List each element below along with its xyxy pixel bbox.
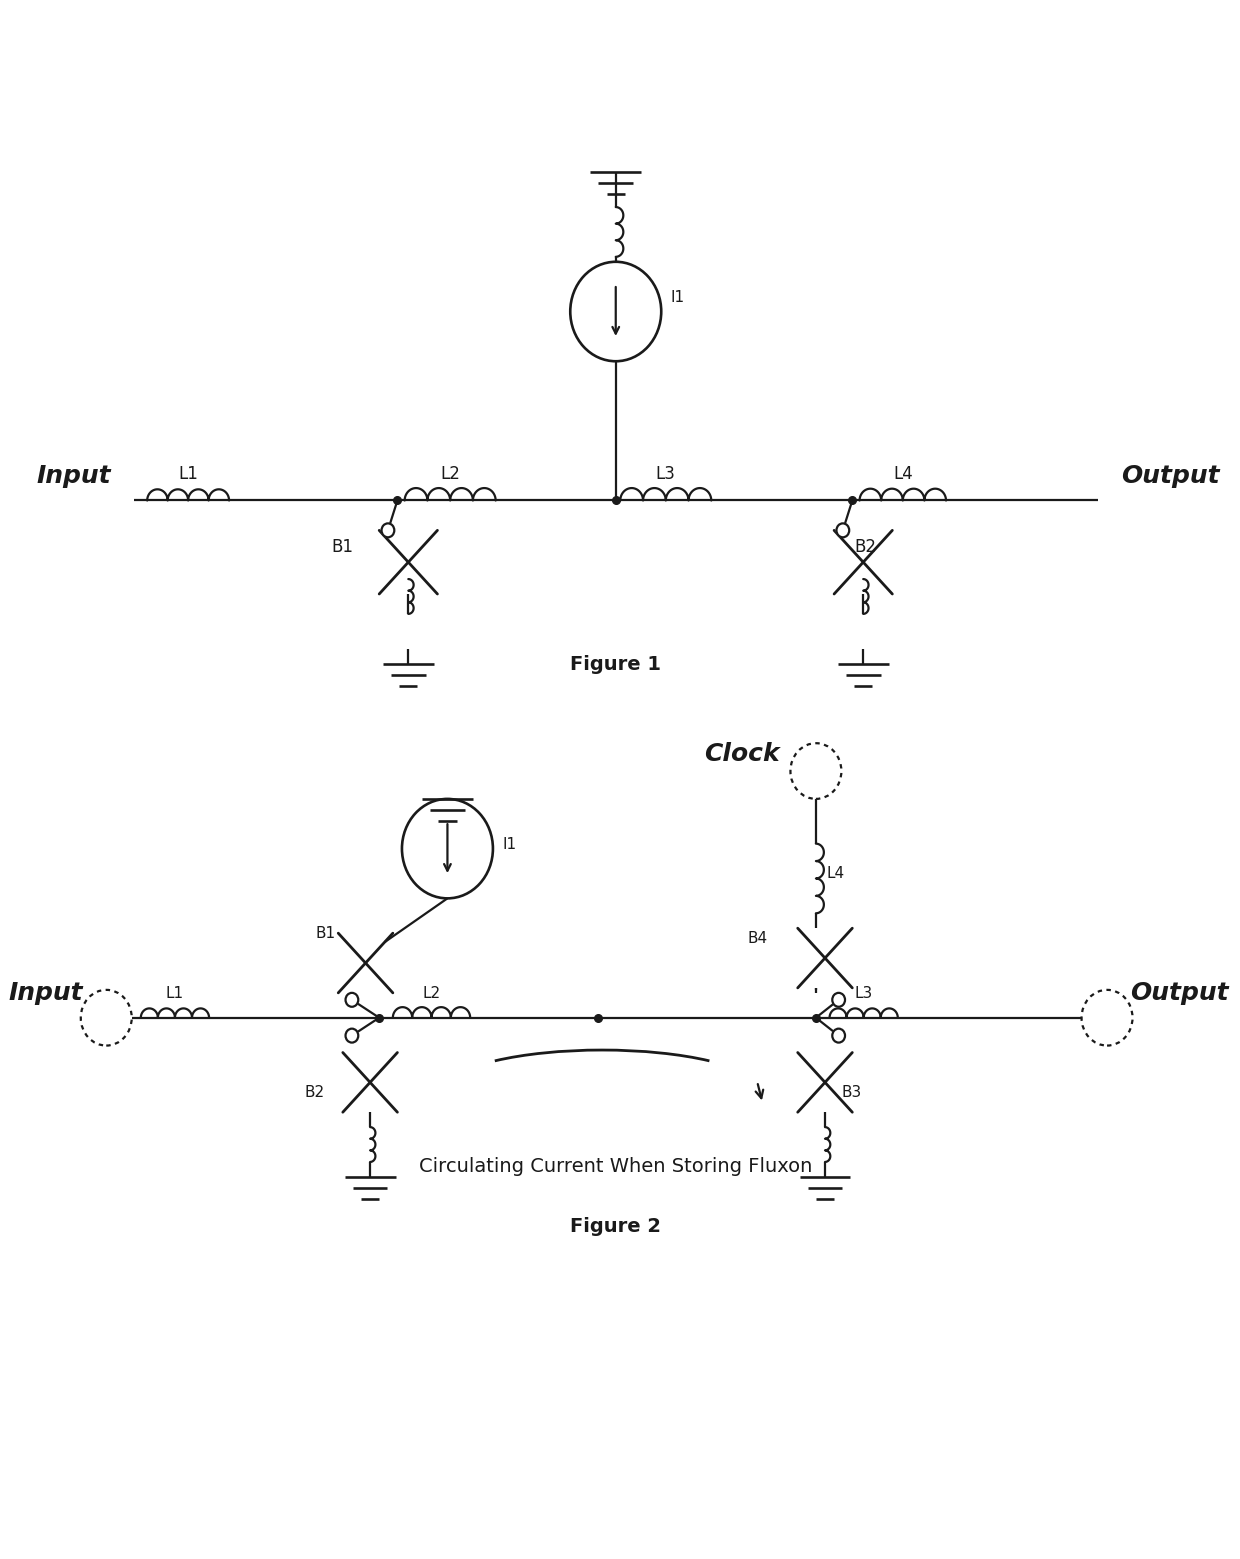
Circle shape (346, 993, 358, 1007)
Text: Figure 2: Figure 2 (570, 1216, 661, 1236)
Circle shape (382, 524, 394, 538)
Text: L1: L1 (166, 985, 184, 1001)
Circle shape (346, 1029, 358, 1043)
Text: Input: Input (9, 981, 83, 1006)
Text: Figure 1: Figure 1 (570, 655, 661, 673)
Text: L2: L2 (440, 465, 460, 483)
Text: Output: Output (1130, 981, 1229, 1006)
Text: B3: B3 (842, 1085, 862, 1101)
Text: I1: I1 (671, 290, 684, 304)
Text: B1: B1 (315, 926, 336, 942)
Text: I1: I1 (502, 837, 516, 851)
Text: L4: L4 (893, 465, 913, 483)
Text: B2: B2 (305, 1085, 325, 1101)
Text: B2: B2 (854, 538, 877, 557)
Text: L4: L4 (827, 867, 844, 881)
Text: B4: B4 (748, 931, 768, 946)
Circle shape (832, 993, 844, 1007)
Text: L1: L1 (179, 465, 198, 483)
Text: Input: Input (36, 463, 110, 488)
Text: Clock: Clock (704, 742, 780, 765)
Text: B1: B1 (331, 538, 353, 557)
Text: L3: L3 (854, 985, 873, 1001)
Text: L2: L2 (423, 985, 440, 1001)
Text: Circulating Current When Storing Fluxon: Circulating Current When Storing Fluxon (419, 1157, 812, 1175)
Text: L3: L3 (656, 465, 676, 483)
Text: Output: Output (1121, 463, 1219, 488)
Circle shape (832, 1029, 844, 1043)
Circle shape (837, 524, 849, 538)
